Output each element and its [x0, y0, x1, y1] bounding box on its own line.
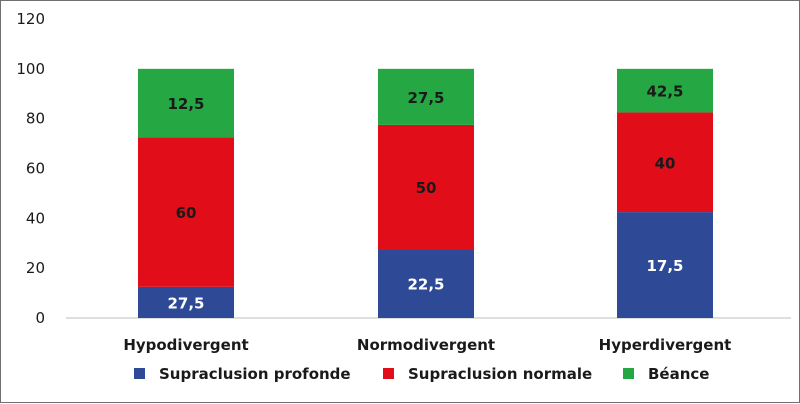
legend-label: Supraclusion profonde	[159, 365, 351, 383]
bar-segment	[617, 112, 713, 213]
y-tick-label: 60	[26, 160, 45, 178]
legend-swatch	[134, 368, 145, 379]
category-label: Hyperdivergent	[599, 336, 732, 354]
data-label: 42,5	[646, 83, 683, 101]
category-label: Hypodivergent	[123, 336, 248, 354]
bar-segment	[378, 68, 474, 125]
data-label: 27,5	[167, 294, 204, 312]
y-tick-label: 0	[35, 309, 45, 327]
y-tick-label: 120	[16, 10, 45, 28]
y-tick-label: 40	[26, 209, 45, 227]
legend-label: Supraclusion normale	[408, 365, 592, 383]
legend-label: Béance	[648, 365, 709, 383]
data-label: 50	[416, 179, 437, 197]
category-label: Normodivergent	[357, 336, 495, 354]
legend-swatch	[383, 368, 394, 379]
y-tick-label: 80	[26, 110, 45, 128]
legend-swatch	[623, 368, 634, 379]
bar-segment	[138, 286, 234, 318]
data-label: 40	[655, 154, 676, 172]
data-label: 27,5	[407, 89, 444, 107]
bar-segment	[138, 68, 234, 138]
y-tick-label: 20	[26, 259, 45, 277]
data-label: 17,5	[646, 257, 683, 275]
bar-segment	[138, 137, 234, 287]
data-label: 12,5	[167, 95, 204, 113]
bar-segment	[378, 124, 474, 250]
bar-segment	[617, 68, 713, 113]
y-tick-label: 100	[16, 60, 45, 78]
bar-segment	[617, 212, 713, 318]
bar-segment	[378, 249, 474, 318]
data-label: 22,5	[407, 276, 444, 294]
data-label: 60	[176, 204, 197, 222]
